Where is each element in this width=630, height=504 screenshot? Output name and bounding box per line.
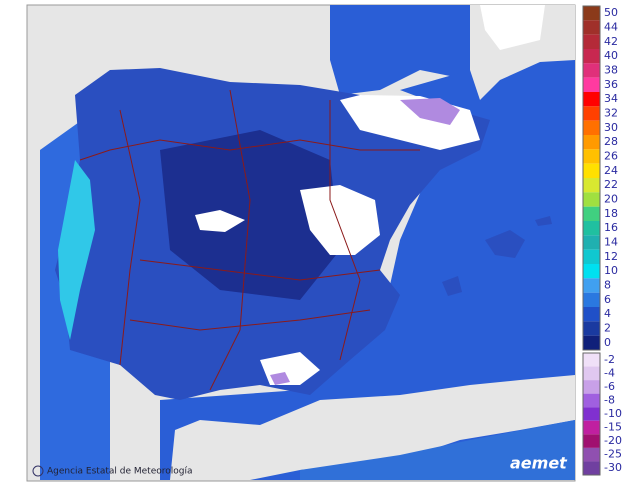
legend-swatch xyxy=(583,192,600,207)
legend-label: 32 xyxy=(604,107,618,120)
legend-label: -25 xyxy=(604,448,622,461)
legend-swatch xyxy=(583,249,600,264)
mallorca xyxy=(485,230,525,258)
boundary xyxy=(209,89,251,391)
meseta-cold xyxy=(160,130,340,300)
legend-label: 22 xyxy=(604,178,618,191)
legend-label: 0 xyxy=(604,336,611,349)
legend-swatch xyxy=(583,20,600,35)
legend-label: 36 xyxy=(604,78,618,91)
legend-label: 38 xyxy=(604,64,618,77)
legend-swatch xyxy=(583,434,600,448)
central-system-snow xyxy=(195,210,245,232)
legend-swatch xyxy=(583,49,600,64)
legend-swatch xyxy=(583,149,600,164)
legend-swatch xyxy=(583,34,600,49)
logo: aemet xyxy=(510,454,568,473)
legend-label: 44 xyxy=(604,21,618,34)
legend-swatch xyxy=(583,292,600,307)
legend-swatch xyxy=(583,380,600,394)
legend-label: 8 xyxy=(604,279,611,292)
boundary xyxy=(79,139,420,161)
legend-label: -2 xyxy=(604,353,615,366)
legend-swatch xyxy=(583,447,600,462)
legend-swatch xyxy=(583,221,600,236)
legend-swatch xyxy=(583,353,600,367)
legend-border xyxy=(582,5,601,351)
credit-icon xyxy=(32,465,44,477)
legend-swatch xyxy=(583,278,600,293)
legend-label: -4 xyxy=(604,366,615,379)
legend-label: -30 xyxy=(604,461,622,474)
legend-label: 50 xyxy=(604,6,618,19)
pyrenees-frost xyxy=(400,98,460,125)
legend-label: -15 xyxy=(604,421,622,434)
legend: 5044424038363432302826242220181614121086… xyxy=(582,5,622,476)
legend-label: 26 xyxy=(604,150,618,163)
legend-label: 10 xyxy=(604,264,618,277)
menorca xyxy=(535,216,552,226)
legend-label: -8 xyxy=(604,393,615,406)
legend-swatch xyxy=(583,321,600,336)
sierra-nevada-frost xyxy=(270,372,290,385)
legend-label: 40 xyxy=(604,49,618,62)
boundary xyxy=(139,259,381,281)
legend-label: 34 xyxy=(604,92,618,105)
legend-swatch xyxy=(583,135,600,150)
legend-swatch xyxy=(583,92,600,107)
legend-swatch xyxy=(583,461,600,475)
iberian-system-snow xyxy=(300,185,380,255)
credit-text: Agencia Estatal de Meteorología xyxy=(47,467,193,477)
legend-swatch xyxy=(583,407,600,421)
legend-swatch xyxy=(583,163,600,178)
legend-label: 18 xyxy=(604,207,618,220)
alps-snow xyxy=(480,5,545,50)
legend-swatch xyxy=(583,420,600,435)
legend-swatch xyxy=(583,63,600,78)
africa xyxy=(170,375,575,480)
boundary xyxy=(119,109,141,366)
legend-border xyxy=(582,352,601,476)
legend-label: 16 xyxy=(604,221,618,234)
legend-swatch xyxy=(583,206,600,221)
legend-label: 30 xyxy=(604,121,618,134)
legend-label: 4 xyxy=(604,307,611,320)
legend-label: 12 xyxy=(604,250,618,263)
coastal-warm xyxy=(58,160,95,340)
legend-swatch xyxy=(583,335,600,350)
legend-label: 20 xyxy=(604,193,618,206)
legend-label: -6 xyxy=(604,380,615,393)
legend-swatch xyxy=(583,178,600,193)
legend-swatch xyxy=(583,77,600,92)
legend-label: 14 xyxy=(604,236,618,249)
legend-label: 24 xyxy=(604,164,618,177)
legend-swatch xyxy=(583,366,600,381)
legend-label: -10 xyxy=(604,407,622,420)
legend-swatch xyxy=(583,393,600,408)
legend-swatch xyxy=(583,106,600,121)
ibiza xyxy=(442,276,462,296)
atlas-band xyxy=(300,420,575,480)
legend-label: 2 xyxy=(604,322,611,335)
legend-label: 42 xyxy=(604,35,618,48)
legend-swatch xyxy=(583,6,600,21)
legend-label: 28 xyxy=(604,135,618,148)
legend-swatch xyxy=(583,120,600,135)
legend-swatch xyxy=(583,307,600,322)
boundary xyxy=(329,100,361,361)
legend-label: 6 xyxy=(604,293,611,306)
legend-swatch xyxy=(583,235,600,250)
legend-label: -20 xyxy=(604,434,622,447)
boundary xyxy=(129,309,371,331)
legend-swatch xyxy=(583,264,600,279)
